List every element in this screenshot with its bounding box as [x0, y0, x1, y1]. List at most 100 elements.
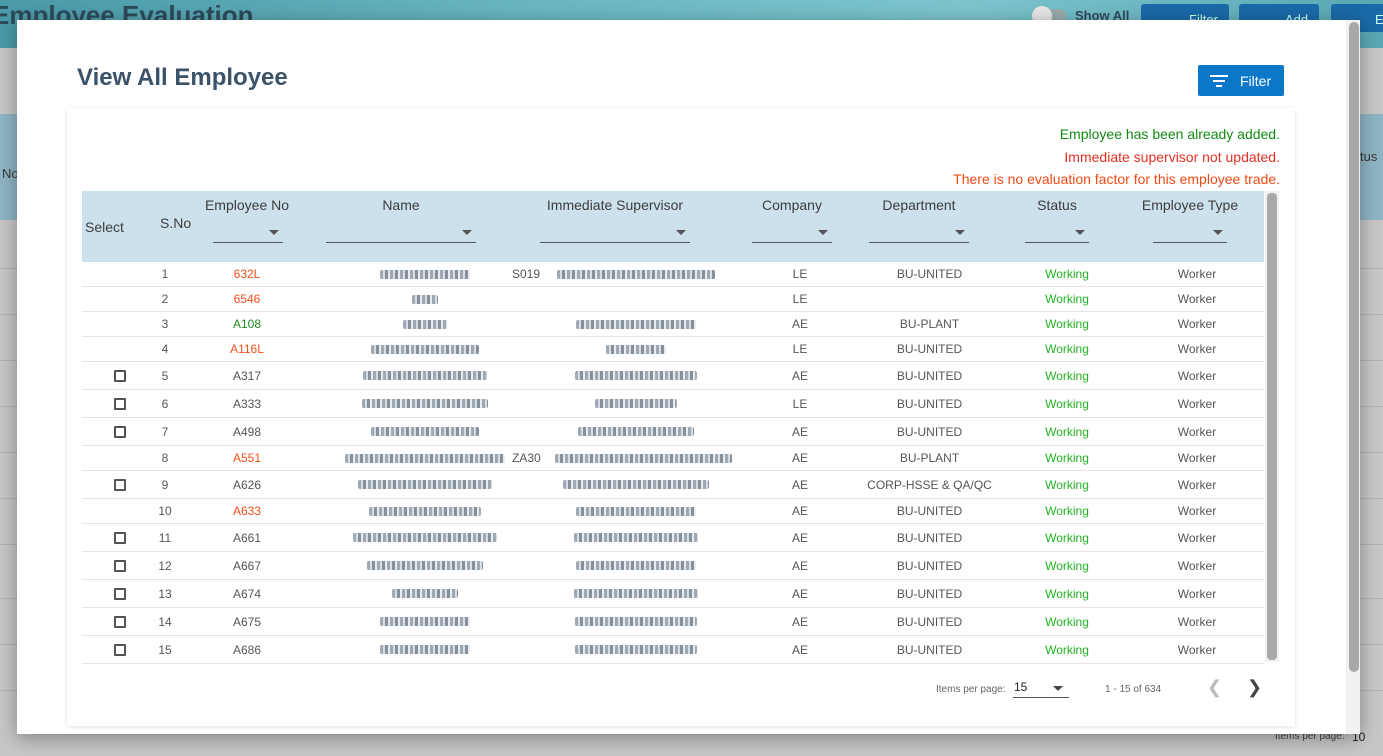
redacted-name [403, 319, 447, 329]
sno-cell: 15 [158, 642, 172, 657]
table-scrollbar-thumb[interactable] [1267, 193, 1277, 660]
table-row[interactable]: 14 A675 AE BU-UNITED Working Worker [82, 608, 1264, 636]
table-row[interactable]: 8 A551 ZA30 AE BU-PLANT Working Worker [82, 446, 1264, 471]
employee-type-cell: Worker [1177, 396, 1217, 411]
table-row[interactable]: 2 6546 LE Working Worker [82, 287, 1264, 312]
table-row[interactable]: 6 A333 LE BU-UNITED Working Worker [82, 390, 1264, 418]
table-row[interactable]: 3 A108 AE BU-PLANT Working Worker [82, 312, 1264, 337]
row-select-checkbox[interactable] [114, 559, 126, 572]
supervisor-cell: S019 [512, 262, 732, 286]
row-select-checkbox[interactable] [114, 643, 126, 656]
department-cell: BU-UNITED [896, 424, 963, 439]
company-cell: AE [791, 558, 808, 573]
employee-type-cell: Worker [1177, 642, 1217, 657]
next-page-button[interactable]: ❯ [1247, 677, 1263, 697]
table-row[interactable]: 9 A626 AE CORP-HSSE & QA/QC Working Worker [82, 471, 1264, 499]
supervisor-filter-select[interactable] [540, 221, 690, 243]
redacted-name [358, 480, 492, 489]
table-row[interactable]: 7 A498 AE BU-UNITED Working Worker [82, 418, 1264, 446]
table-row[interactable]: 5 A317 AE BU-UNITED Working Worker [82, 362, 1264, 390]
department-cell: BU-UNITED [896, 267, 963, 281]
select-cell [102, 552, 138, 579]
department-cell: BU-UNITED [896, 342, 963, 356]
redacted-name [363, 371, 487, 380]
department-cell: BU-UNITED [896, 586, 963, 601]
row-select-checkbox[interactable] [114, 587, 126, 600]
select-cell [102, 471, 138, 498]
status-filter-select[interactable] [1025, 221, 1089, 243]
status-cell: Working [1045, 558, 1089, 573]
employee-no-cell: A551 [232, 451, 262, 465]
redacted-supervisor [576, 561, 696, 570]
employee-no-filter-select[interactable] [213, 221, 283, 243]
company-cell: AE [791, 614, 808, 629]
sno-cell: 3 [161, 317, 169, 331]
employee-no-cell: A633 [232, 504, 262, 518]
select-cell [102, 524, 138, 551]
name-cell-redacted [337, 552, 513, 579]
redacted-name [380, 645, 470, 654]
department-cell: BU-UNITED [896, 558, 963, 573]
company-cell: AE [791, 477, 808, 492]
filter-button[interactable]: Filter [1198, 65, 1284, 96]
name-filter-select[interactable] [326, 221, 476, 243]
show-all-label: Show All [1075, 8, 1130, 23]
column-header-status: Status [1037, 197, 1077, 213]
row-select-checkbox[interactable] [114, 615, 126, 628]
table-row[interactable]: 12 A667 AE BU-UNITED Working Worker [82, 552, 1264, 580]
supervisor-cell [512, 580, 732, 607]
department-filter-select[interactable] [869, 221, 969, 243]
view-all-employee-dialog: View All Employee Filter Employee has be… [17, 20, 1360, 734]
row-select-checkbox[interactable] [114, 425, 126, 438]
previous-page-button[interactable]: ❮ [1207, 677, 1223, 697]
company-cell: AE [791, 451, 808, 465]
department-cell: BU-UNITED [896, 530, 963, 545]
select-cell [102, 418, 138, 445]
supervisor-code: ZA30 [512, 451, 541, 465]
dialog-scrollbar[interactable] [1346, 20, 1360, 734]
sno-cell: 4 [161, 342, 169, 356]
legend-no-evaluation-factor: There is no evaluation factor for this e… [953, 171, 1280, 187]
company-cell: LE [792, 396, 808, 411]
department-cell: BU-PLANT [899, 317, 960, 331]
redacted-supervisor [578, 427, 694, 436]
table-row[interactable]: 4 A116L LE BU-UNITED Working Worker [82, 337, 1264, 362]
select-cell [102, 390, 138, 417]
table-row[interactable]: 15 A686 AE BU-UNITED Working Worker [82, 636, 1264, 664]
select-cell [102, 337, 138, 361]
table-row[interactable]: 10 A633 AE BU-UNITED Working Worker [82, 499, 1264, 524]
company-cell: AE [791, 317, 808, 331]
redacted-name [345, 453, 505, 463]
sno-cell: 12 [158, 558, 172, 573]
employee-no-cell: A116L [230, 342, 264, 356]
sno-cell: 5 [161, 368, 169, 383]
table-scrollbar[interactable] [1265, 191, 1279, 662]
employee-type-filter-select[interactable] [1153, 221, 1227, 243]
department-cell: BU-UNITED [896, 642, 963, 657]
redacted-name [371, 427, 479, 436]
status-cell: Working [1045, 267, 1089, 281]
status-cell: Working [1045, 586, 1089, 601]
department-cell: BU-UNITED [896, 504, 963, 518]
employee-no-cell: A108 [232, 317, 262, 331]
items-per-page-select[interactable]: 15 [1013, 680, 1069, 698]
row-select-checkbox[interactable] [114, 531, 126, 544]
name-cell-redacted [337, 471, 513, 498]
row-select-checkbox[interactable] [114, 397, 126, 410]
company-filter-select[interactable] [752, 221, 832, 243]
supervisor-cell [512, 390, 732, 417]
table-row[interactable]: 11 A661 AE BU-UNITED Working Worker [82, 524, 1264, 552]
dialog-scrollbar-thumb[interactable] [1349, 22, 1359, 672]
table-row[interactable]: 1 632L S019 LE BU-UNITED Working Worker [82, 262, 1264, 287]
supervisor-cell [512, 362, 732, 389]
redacted-supervisor [606, 344, 666, 354]
employee-type-cell: Worker [1177, 558, 1217, 573]
supervisor-cell [512, 552, 732, 579]
redacted-supervisor [595, 399, 677, 408]
name-cell-redacted [337, 418, 513, 445]
row-select-checkbox[interactable] [114, 478, 126, 491]
table-row[interactable]: 13 A674 AE BU-UNITED Working Worker [82, 580, 1264, 608]
row-select-checkbox[interactable] [114, 369, 126, 382]
employee-type-cell: Worker [1177, 451, 1217, 465]
employee-type-cell: Worker [1177, 267, 1217, 281]
